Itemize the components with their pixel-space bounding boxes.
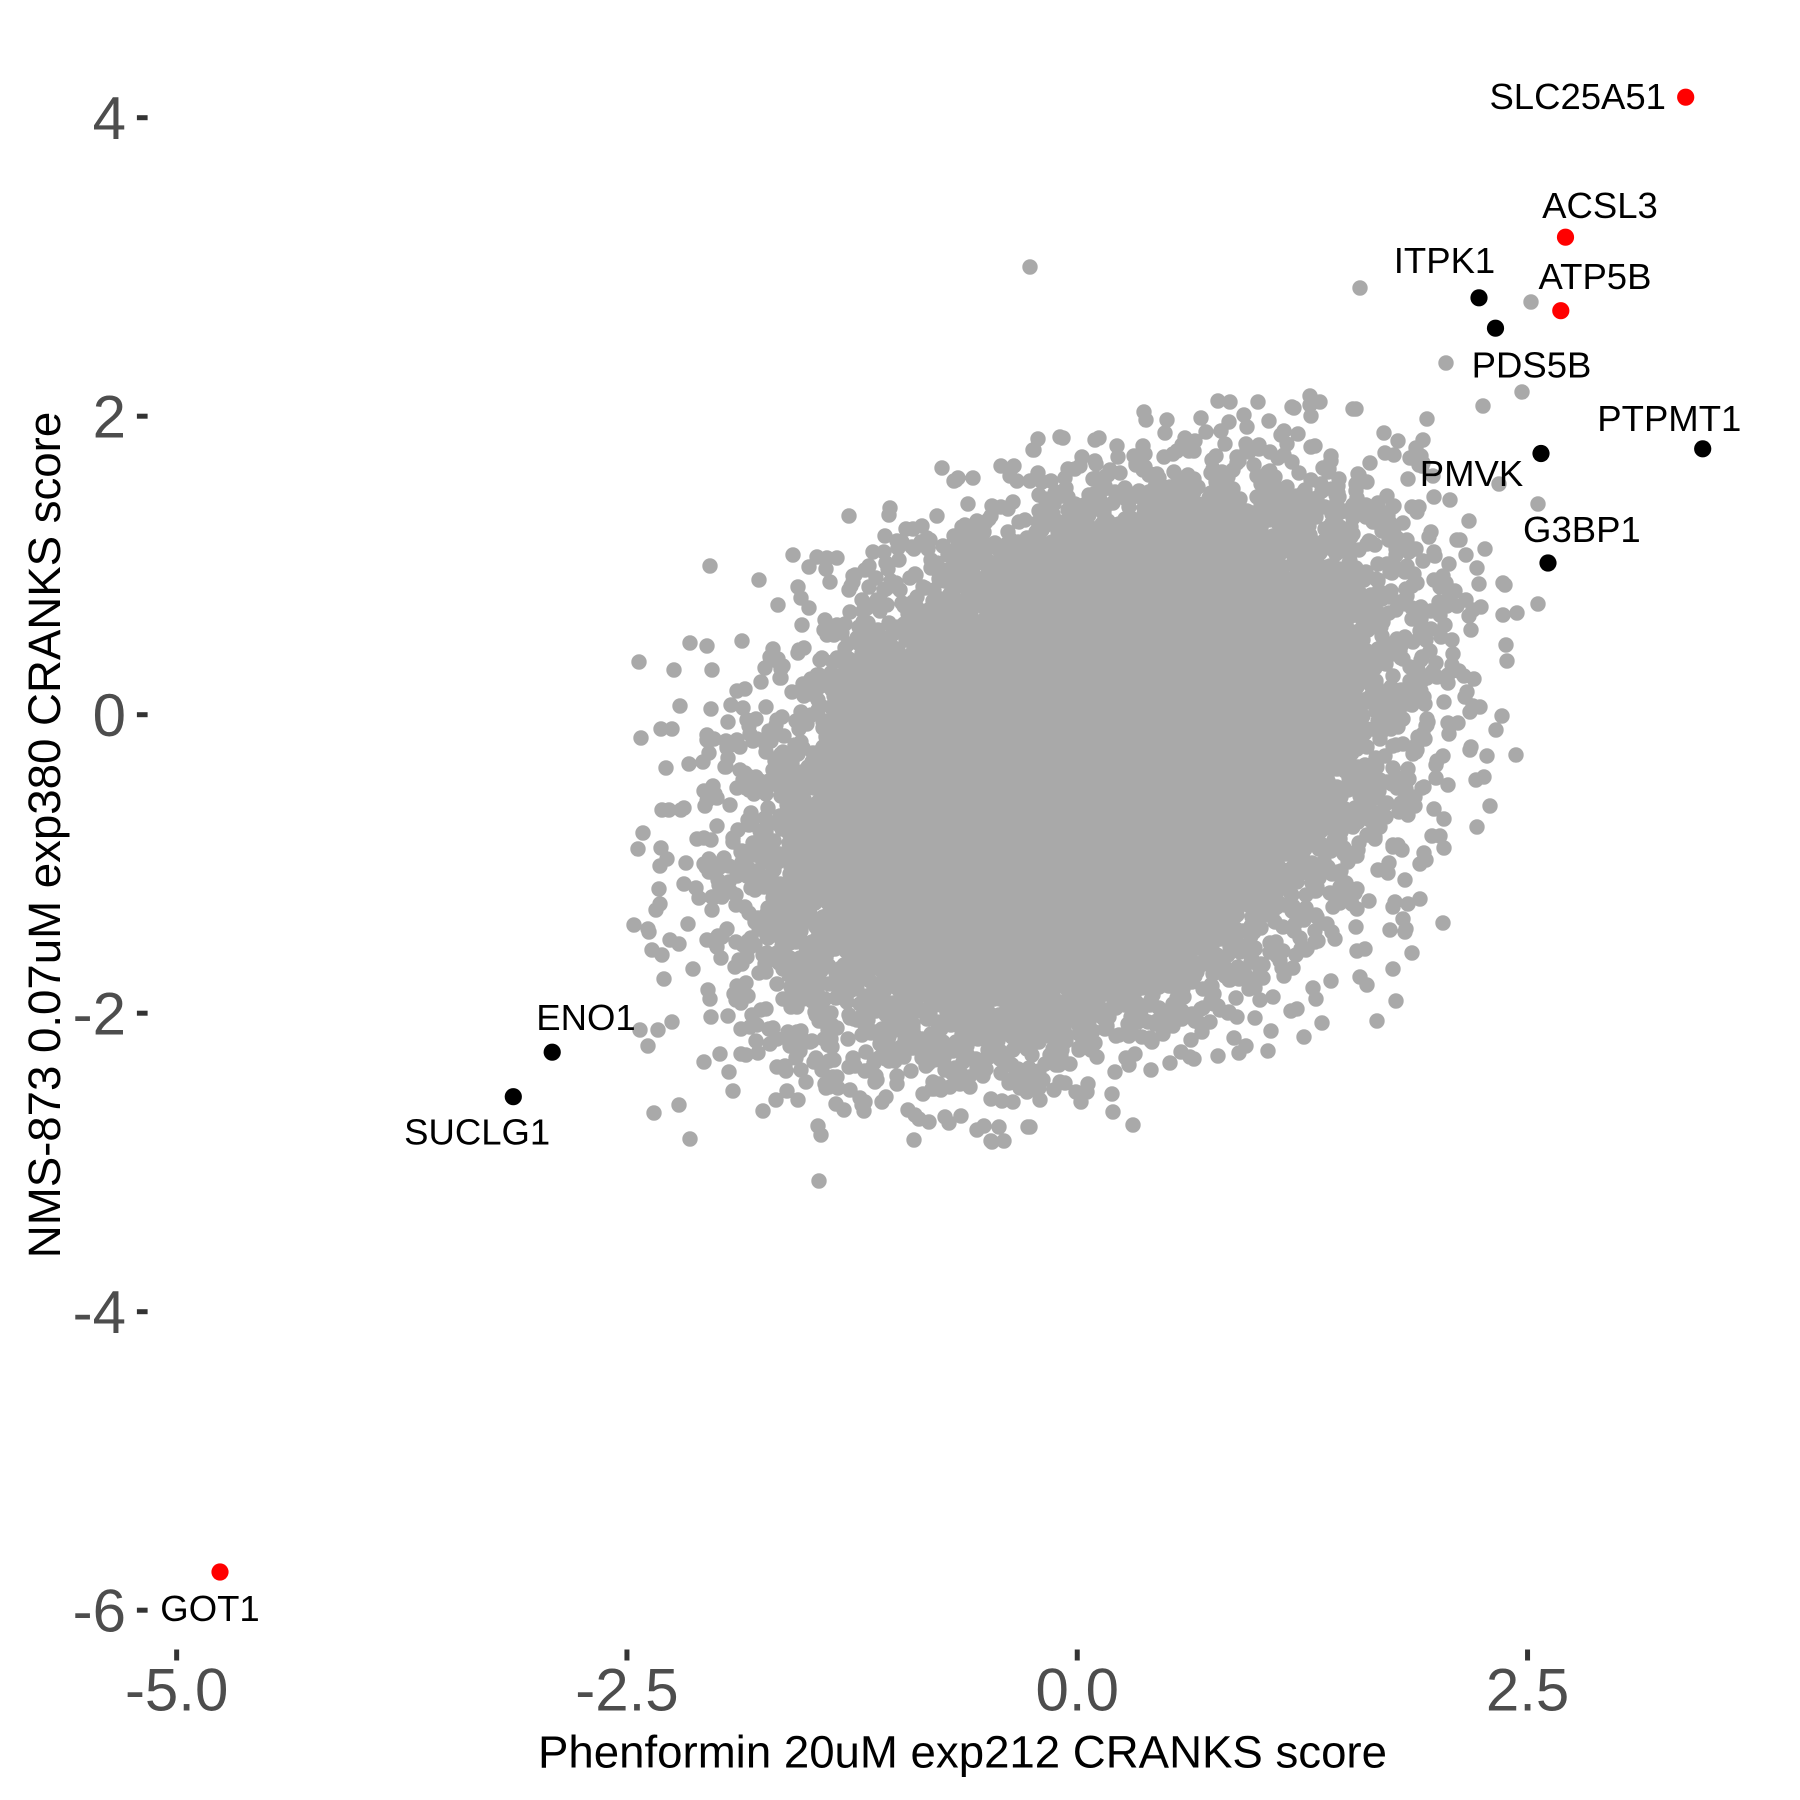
svg-text:NMS-873 0.07uM exp380 CRANKS s: NMS-873 0.07uM exp380 CRANKS score [19, 412, 70, 1258]
svg-text:SLC25A51: SLC25A51 [1489, 76, 1666, 117]
svg-text:0: 0 [93, 682, 126, 749]
svg-text:ITPK1: ITPK1 [1394, 240, 1495, 281]
svg-text:-4: -4 [73, 1279, 126, 1346]
svg-text:0.0: 0.0 [1036, 1657, 1119, 1724]
svg-text:Phenformin 20uM exp212 CRANKS: Phenformin 20uM exp212 CRANKS score [538, 1726, 1387, 1777]
svg-text:-6: -6 [73, 1578, 126, 1645]
svg-text:PTPMT1: PTPMT1 [1597, 398, 1741, 439]
svg-text:-2.5: -2.5 [575, 1657, 678, 1724]
svg-text:4: 4 [93, 85, 126, 152]
svg-text:ATP5B: ATP5B [1539, 256, 1652, 297]
svg-text:ENO1: ENO1 [536, 997, 635, 1038]
svg-text:PMVK: PMVK [1420, 453, 1523, 494]
svg-text:GOT1: GOT1 [160, 1588, 259, 1629]
svg-text:SUCLG1: SUCLG1 [404, 1112, 550, 1153]
svg-text:-5.0: -5.0 [125, 1657, 228, 1724]
svg-text:2.5: 2.5 [1486, 1657, 1569, 1724]
svg-text:PDS5B: PDS5B [1472, 345, 1592, 386]
svg-text:ACSL3: ACSL3 [1542, 185, 1658, 226]
svg-text:G3BP1: G3BP1 [1523, 509, 1641, 550]
svg-text:2: 2 [93, 384, 126, 451]
svg-text:-2: -2 [73, 981, 126, 1048]
